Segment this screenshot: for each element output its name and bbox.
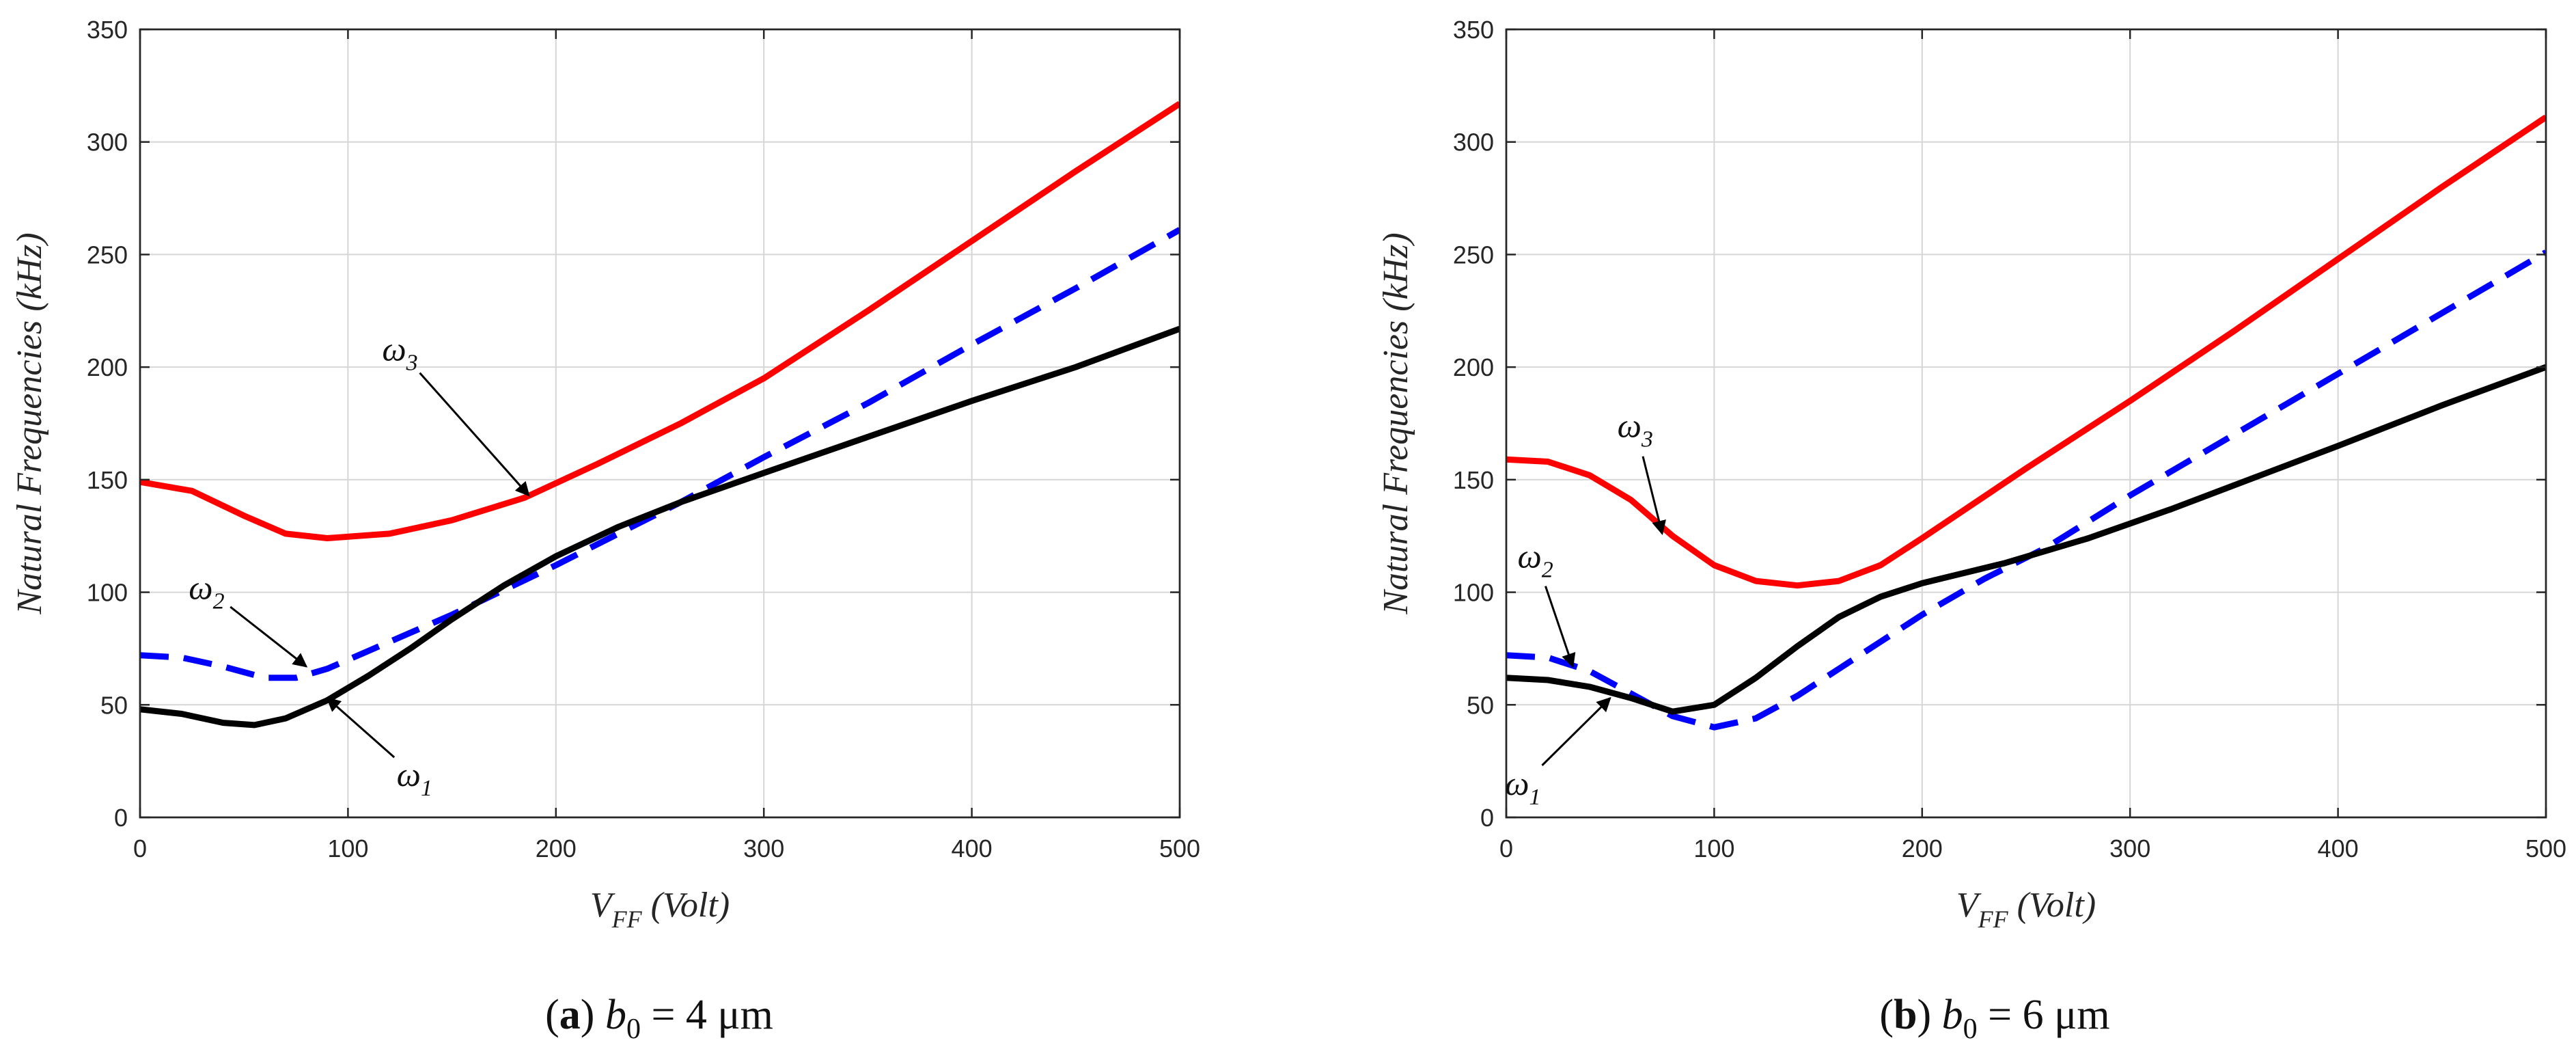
axes-frame [139, 28, 1181, 819]
y-tick-label: 0 [114, 804, 128, 832]
caption-value: = 4 μm [641, 992, 773, 1038]
x-tick-label: 400 [2318, 834, 2359, 862]
y-tick-label: 300 [87, 128, 128, 157]
annotation-arrow-ω3 [1642, 456, 1666, 535]
y-tick-label: 250 [1453, 241, 1494, 269]
curve-label-symbol: ω [1517, 536, 1541, 575]
y-tick-label: 50 [100, 691, 128, 719]
curve-label-subscript: 2 [213, 588, 225, 614]
plot-area [1505, 28, 2547, 819]
x-tick-label: 200 [1902, 834, 1943, 862]
annotation-arrow-ω3 [419, 372, 530, 497]
curve-label-subscript: 1 [1529, 785, 1541, 810]
x-tick-label: 400 [952, 834, 993, 862]
y-tick-label: 300 [1453, 128, 1494, 157]
x-tick-label: 300 [743, 834, 784, 862]
curve-label-subscript: 3 [1641, 426, 1653, 452]
curve-label-ω2: ω2 [1517, 536, 1553, 582]
x-axis-label: VFF (Volt) [590, 886, 730, 933]
caption-close-paren: ) [581, 992, 605, 1038]
caption-value: = 6 μm [1978, 992, 2110, 1038]
annotation-arrow-ω2 [230, 606, 308, 668]
series-line-ω1 [1506, 364, 2546, 715]
x-axis-label-main: V [590, 886, 615, 925]
x-tick-label: 0 [1499, 834, 1513, 862]
curve-label-ω1: ω1 [1505, 764, 1540, 810]
series-line-ω2 [1506, 249, 2546, 731]
caption-param: b [605, 992, 626, 1038]
y-tick-label: 100 [1453, 579, 1494, 607]
y-tick-label: 100 [87, 579, 128, 607]
caption-param-subscript: 0 [626, 1014, 641, 1045]
y-tick-label: 200 [1453, 353, 1494, 381]
x-axis-label-unit: (Volt) [642, 886, 730, 925]
y-axis-label: Natural Frequencies (kHz) [10, 232, 49, 614]
x-axis-label-subscript: FF [1978, 906, 2009, 933]
y-tick-label: 200 [87, 353, 128, 381]
curve-label-symbol: ω [1505, 764, 1529, 802]
x-axis-label-subscript: FF [611, 906, 643, 933]
curve-label-ω3: ω3 [382, 329, 417, 375]
caption-close-paren: ) [1917, 992, 1942, 1038]
curve-label-ω1: ω1 [397, 755, 432, 801]
panel-caption: (a) b0 = 4 μm [545, 992, 773, 1045]
y-tick-label: 250 [87, 241, 128, 269]
annotation-arrow-ω2 [1545, 586, 1576, 668]
y-tick-label: 0 [1480, 804, 1494, 832]
series-layer [1506, 114, 2546, 731]
curve-label-ω2: ω2 [189, 568, 224, 614]
panel-caption: (b) b0 = 6 μm [1879, 992, 2109, 1045]
curve-label-symbol: ω [1618, 406, 1642, 444]
y-tick-label: 150 [87, 466, 128, 494]
x-axis-label-main: V [1956, 886, 1982, 925]
y-tick-label: 350 [1453, 16, 1494, 44]
axes-frame [1505, 28, 2547, 819]
y-axis-label: Natural Frequencies (kHz) [1376, 232, 1415, 614]
x-tick-label: 300 [2109, 834, 2150, 862]
curve-label-subscript: 3 [406, 350, 418, 375]
caption-param: b [1942, 992, 1963, 1038]
curve-label-ω3: ω3 [1618, 406, 1653, 452]
x-tick-label: 500 [2525, 834, 2566, 862]
series-line-ω3 [1506, 114, 2546, 589]
caption-letter: b [1894, 992, 1917, 1038]
x-tick-label: 100 [327, 834, 368, 862]
curve-label-symbol: ω [397, 755, 421, 793]
x-tick-label: 100 [1693, 834, 1734, 862]
curve-label-subscript: 1 [421, 776, 432, 801]
y-tick-label: 350 [87, 16, 128, 44]
series-layer [140, 100, 1180, 729]
annotation-arrow-ω1 [1541, 696, 1611, 766]
x-tick-label: 200 [536, 834, 577, 862]
series-line-ω3 [140, 100, 1180, 541]
x-axis-label: VFF (Volt) [1956, 886, 2096, 933]
y-tick-label: 50 [1467, 691, 1494, 719]
caption-open-paren: ( [1879, 992, 1894, 1038]
caption-letter: a [559, 992, 581, 1038]
plot-area [139, 28, 1181, 819]
series-line-ω1 [140, 325, 1180, 729]
x-axis-label-unit: (Volt) [2008, 886, 2096, 925]
x-tick-label: 0 [133, 834, 147, 862]
curve-label-subscript: 2 [1542, 557, 1553, 582]
x-tick-label: 500 [1159, 834, 1200, 862]
curve-label-symbol: ω [189, 568, 212, 606]
caption-open-paren: ( [545, 992, 559, 1038]
annotation-arrow-ω1 [326, 697, 396, 759]
panel-b: 0 100 200 300 400 500 0 50 100 150 200 250 300 350 VFF… [1376, 16, 2566, 1045]
caption-param-subscript: 0 [1963, 1014, 1978, 1045]
y-tick-label: 150 [1453, 466, 1494, 494]
curve-label-symbol: ω [382, 329, 406, 368]
panel-a: 0 100 200 300 400 500 0 50 100 150 200 250 300 350 VFF… [10, 16, 1200, 1045]
